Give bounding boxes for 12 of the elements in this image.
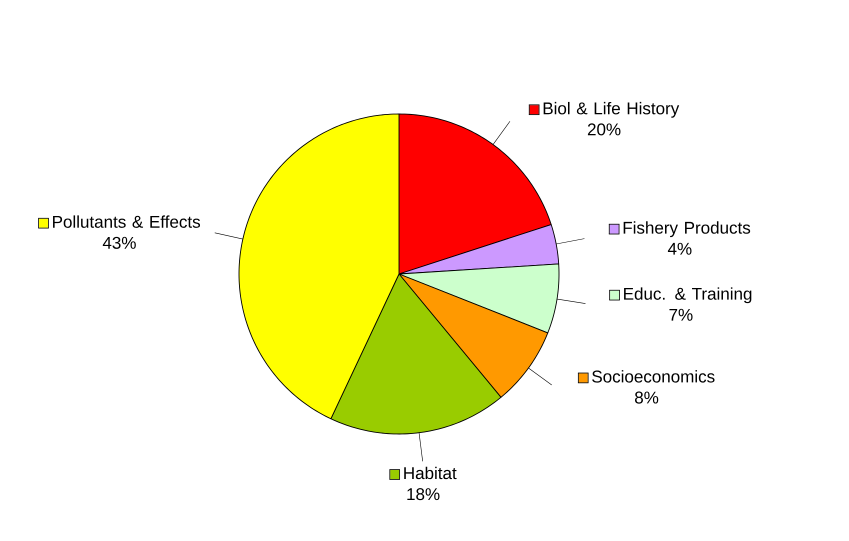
legend-label: Pollutants & Effects xyxy=(53,215,200,228)
data-label: 20% xyxy=(588,123,620,136)
legend-label: Educ. & Training xyxy=(624,287,752,304)
legend-label: Socioeconomics xyxy=(592,370,715,383)
legend-label: Habitat xyxy=(404,466,457,480)
data-label: 18% xyxy=(407,488,440,500)
data-label: 43% xyxy=(102,236,136,249)
legend-label: Fishery Products xyxy=(624,221,750,238)
data-label: 4% xyxy=(668,242,692,255)
data-label: 7% xyxy=(669,308,693,321)
legend-label: Biol & Life History xyxy=(544,102,680,118)
data-label: 8% xyxy=(634,392,658,404)
